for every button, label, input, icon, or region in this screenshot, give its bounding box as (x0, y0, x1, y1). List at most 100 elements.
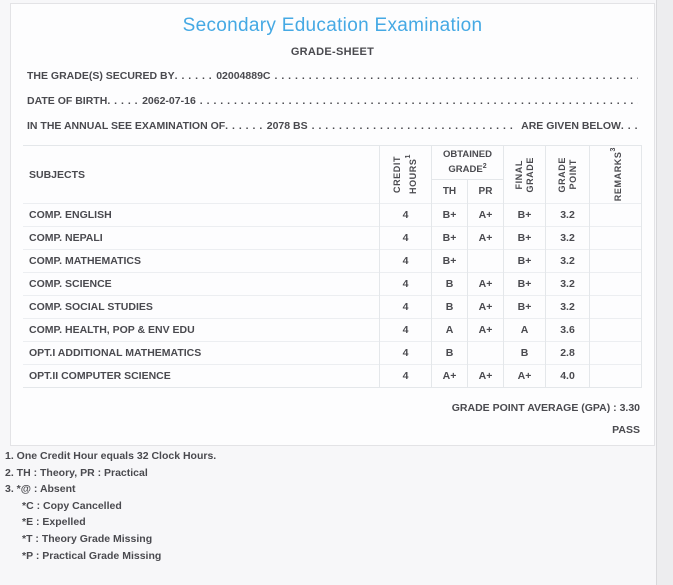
footnote-ref-2: 2 (482, 162, 487, 170)
subjects-column-header: SUBJECTS (23, 145, 380, 204)
subject-cell: OPT.II COMPUTER SCIENCE (23, 364, 380, 388)
theory-grade-cell: B+ (431, 203, 468, 227)
dot-leader: . . . . . (107, 95, 139, 107)
footnote-copy-cancelled: *C : Copy Cancelled (22, 499, 122, 512)
dot-leader: . . . . . . . . . . . . . . . . . . . . … (311, 120, 518, 132)
practical-grade-cell: A+ (467, 364, 504, 388)
are-given-below-label: ARE GIVEN BELOW (521, 120, 621, 132)
footnote-th-pr: 2. TH : Theory, PR : Practical (5, 466, 148, 479)
grade-point-cell: 3.2 (545, 249, 590, 273)
date-of-birth-label: DATE OF BIRTH (27, 95, 108, 107)
gpa-line: GRADE POINT AVERAGE (GPA) : 3.30 (23, 402, 642, 414)
practical-grade-cell (467, 249, 504, 273)
final-grade-cell: B+ (503, 272, 546, 296)
remarks-cell (589, 364, 642, 388)
footnote-expelled: *E : Expelled (22, 516, 86, 529)
credit-hours-cell: 4 (379, 341, 432, 365)
practical-grade-cell: A+ (467, 203, 504, 227)
final-grade-cell: A (503, 318, 546, 342)
theory-grade-cell: A+ (431, 364, 468, 388)
final-grade-cell: B+ (503, 203, 546, 227)
remarks-cell (589, 249, 642, 273)
footnote-practical-grade-missing: *P : Practical Grade Missing (22, 549, 162, 562)
credit-hours-cell: 4 (379, 364, 432, 388)
page-title: Secondary Education Examination (182, 15, 483, 36)
credit-hours-cell: 4 (379, 272, 432, 296)
remarks-cell (589, 226, 642, 250)
final-grade-column-header: FINAL GRADE (503, 145, 546, 204)
page-right-gutter (656, 0, 673, 585)
credit-hours-cell: 4 (379, 295, 432, 319)
dot-leader: . . . . . . (225, 120, 263, 132)
subject-cell: COMP. ENGLISH (23, 203, 380, 227)
obtained-grade-column-header: OBTAINED GRADE2 (431, 145, 504, 180)
grade-point-cell: 2.8 (545, 341, 590, 365)
footnote-absent: 3. *@ : Absent (5, 483, 76, 496)
subject-cell: COMP. SOCIAL STUDIES (23, 295, 380, 319)
remarks-column-header: REMARKS3 (589, 145, 642, 204)
final-grade-cell: B (503, 341, 546, 365)
theory-grade-cell: A (431, 318, 468, 342)
credit-hours-cell: 4 (379, 318, 432, 342)
examination-year-value: 2078 BS (266, 120, 308, 132)
subject-cell: COMP. MATHEMATICS (23, 249, 380, 273)
gpa-value: 3.30 (619, 402, 640, 414)
practical-grade-cell: A+ (467, 295, 504, 319)
grade-point-cell: 3.2 (545, 272, 590, 296)
remarks-cell (589, 203, 642, 227)
dot-leader: . . . . . . . . . . . . . . . . . . . . … (274, 70, 638, 82)
subject-cell: COMP. NEPALI (23, 226, 380, 250)
table-row: COMP. NEPALI 4 B+ A+ B+ 3.2 (23, 226, 642, 250)
footnote-ref-3: 3 (609, 147, 617, 152)
secured-by-label: THE GRADE(S) SECURED BY (27, 70, 175, 82)
table-row: COMP. SCIENCE 4 B A+ B+ 3.2 (23, 272, 642, 296)
table-row: COMP. SOCIAL STUDIES 4 B A+ B+ 3.2 (23, 295, 642, 319)
theory-grade-cell: B+ (431, 249, 468, 273)
practical-grade-cell: A+ (467, 272, 504, 296)
table-row: COMP. ENGLISH 4 B+ A+ B+ 3.2 (23, 203, 642, 227)
theory-grade-cell: B+ (431, 226, 468, 250)
footnote-ref-1: 1 (405, 154, 412, 159)
remarks-cell (589, 318, 642, 342)
remarks-cell (589, 295, 642, 319)
subject-cell: COMP. SCIENCE (23, 272, 380, 296)
footnote-credit-hours: 1. One Credit Hour equals 32 Clock Hours… (5, 450, 217, 462)
theory-column-header: TH (431, 179, 468, 204)
dot-leader: . . . . . . (174, 70, 213, 82)
grade-sheet-card: Secondary Education Examination GRADE-SH… (10, 3, 655, 446)
grade-point-cell: 3.2 (545, 203, 590, 227)
grade-point-column-header: GRADE POINT (545, 145, 590, 204)
date-of-birth-value: 2062-07-16 (142, 95, 196, 107)
grade-point-cell: 3.6 (545, 318, 590, 342)
final-grade-cell: A+ (503, 364, 546, 388)
practical-grade-cell (467, 341, 504, 365)
candidate-info: THE GRADE(S) SECURED BY . . . . . . 0200… (23, 70, 642, 134)
practical-column-header: PR (467, 179, 504, 204)
secured-by-line: THE GRADE(S) SECURED BY . . . . . . 0200… (23, 70, 642, 84)
table-row: COMP. MATHEMATICS 4 B+ B+ 3.2 (23, 249, 642, 273)
remarks-cell (589, 341, 642, 365)
footnotes: 1. One Credit Hour equals 32 Clock Hours… (5, 448, 216, 564)
footnote-theory-grade-missing: *T : Theory Grade Missing (22, 532, 153, 545)
subject-cell: OPT.I ADDITIONAL MATHEMATICS (23, 341, 380, 365)
grade-sheet-subtitle: GRADE-SHEET (290, 46, 375, 58)
final-grade-cell: B+ (503, 295, 546, 319)
grade-point-cell: 3.2 (545, 226, 590, 250)
table-header-row: SUBJECTS CREDIT HOURS1 OBTAINED GRADE2 FIN… (23, 145, 642, 204)
table-row: OPT.II COMPUTER SCIENCE 4 A+ A+ A+ 4.0 (23, 364, 642, 388)
date-of-birth-line: DATE OF BIRTH . . . . . 2062-07-16 . . .… (23, 95, 642, 109)
grades-table: SUBJECTS CREDIT HOURS1 OBTAINED GRADE2 FIN… (23, 145, 642, 388)
final-grade-cell: B+ (503, 249, 546, 273)
examination-year-line: IN THE ANNUAL SEE EXAMINATION OF . . . .… (23, 120, 642, 134)
gpa-label: GRADE POINT AVERAGE (GPA) : (451, 402, 620, 414)
practical-grade-cell: A+ (467, 226, 504, 250)
grade-point-cell: 4.0 (545, 364, 590, 388)
subject-cell: COMP. HEALTH, POP & ENV EDU (23, 318, 380, 342)
symbol-number-value: 02004889C (216, 70, 271, 82)
dot-leader: . . . (620, 120, 638, 132)
examination-label: IN THE ANNUAL SEE EXAMINATION OF (27, 120, 226, 132)
practical-grade-cell: A+ (467, 318, 504, 342)
remarks-cell (589, 272, 642, 296)
table-row: OPT.I ADDITIONAL MATHEMATICS 4 B B 2.8 (23, 341, 642, 365)
credit-hours-cell: 4 (379, 226, 432, 250)
